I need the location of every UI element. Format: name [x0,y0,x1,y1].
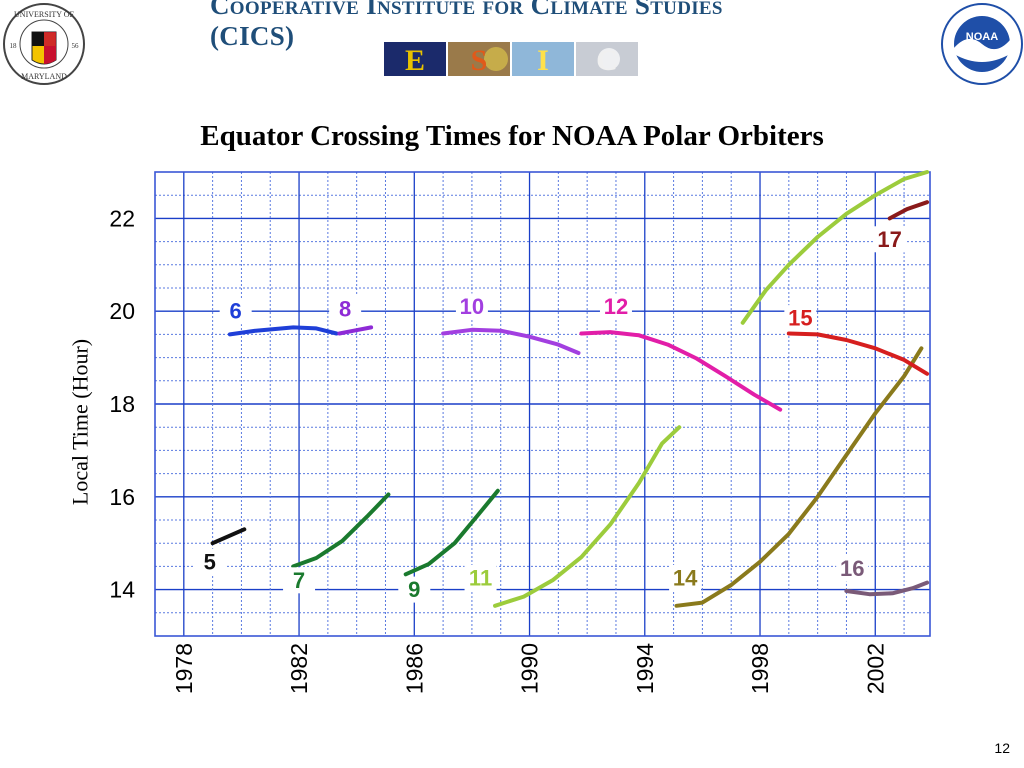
x-tick-label: 1994 [632,643,658,694]
series-label: 14 [673,566,698,591]
series-line-5 [210,527,247,546]
x-tick-labels: 1978 1982 1986 1990 1994 1998 2002 [171,643,888,694]
y-tick-label: 18 [109,391,135,417]
series-label: 16 [840,556,864,581]
series-label: 6 [230,299,242,324]
umd-seal-year-right: 56 [72,42,80,50]
umd-seal-bottom-text: MARYLAND [21,72,67,81]
series-label: 7 [293,568,305,593]
series-line-9 [403,488,500,577]
series-label: 12 [604,294,628,319]
series-line-12 [579,330,783,412]
series-line-11 [493,425,682,608]
series-line-7 [291,492,391,569]
series-line-10 [441,327,581,355]
banner-letter-c: C [596,44,618,76]
series-label: 8 [339,296,351,321]
banner-letter-i: I [537,44,549,76]
series-label: 10 [460,294,484,319]
series-label-bg [669,565,702,591]
x-tick-label: 1998 [747,643,773,694]
series-label-bg [784,305,817,332]
x-tick-label: 1982 [286,643,312,694]
series-label-bg [464,565,497,591]
series-label: 17 [877,227,901,252]
banner-letter-s: S [471,44,488,76]
umd-seal-top-text: UNIVERSITY OF [14,10,74,19]
series-label-bg [283,567,316,594]
series-label: 11 [469,566,492,591]
series-labels: 5 6 7 8 9 10 11 12 14 15 16 17 [193,226,906,603]
x-tick-label: 2002 [862,643,888,694]
x-tick-label: 1986 [401,643,427,694]
umd-seal-year-left: 18 [10,42,18,50]
y-tick-label: 22 [109,205,135,231]
series-line-17 [887,200,930,221]
x-tick-label: 1990 [517,643,543,694]
series-label-bg [398,576,431,603]
noaa-logo-text: NOAA [966,31,998,43]
y-tick-labels: 14 16 18 20 22 [109,205,135,602]
y-tick-label: 14 [109,577,135,603]
esic-banner: E S I C [384,42,638,76]
noaa-logo: NOAA [941,3,1023,85]
series-label-bg [193,548,226,575]
plot-frame [154,171,931,637]
series-label-bg [219,298,252,325]
chart-title: Equator Crossing Times for NOAA Polar Or… [200,120,824,152]
y-axis-label: Local Time (Hour) [68,339,93,505]
series-label-bg [455,293,488,320]
series-label-bg [836,555,869,582]
series-label: 9 [408,577,420,602]
y-tick-label: 20 [109,298,135,324]
banner-letter-e: E [405,44,425,76]
series-lines [210,170,930,608]
page-number: 12 [994,740,1010,756]
series-line-14 [674,346,924,608]
series-line-16 [844,580,930,597]
series-label-bg [599,293,632,320]
series-label: 5 [204,549,216,574]
series-label-bg [329,295,362,322]
y-tick-label: 16 [109,484,135,510]
series-label: 15 [788,306,812,331]
series-line-unlabeled [740,170,930,325]
series-line-6 [227,325,339,337]
series-label-bg [873,226,906,253]
series-line-8 [337,325,374,336]
umd-seal-logo: UNIVERSITY OF MARYLAND 18 56 [3,3,85,85]
x-tick-label: 1978 [171,643,197,694]
series-line-15 [786,331,930,376]
